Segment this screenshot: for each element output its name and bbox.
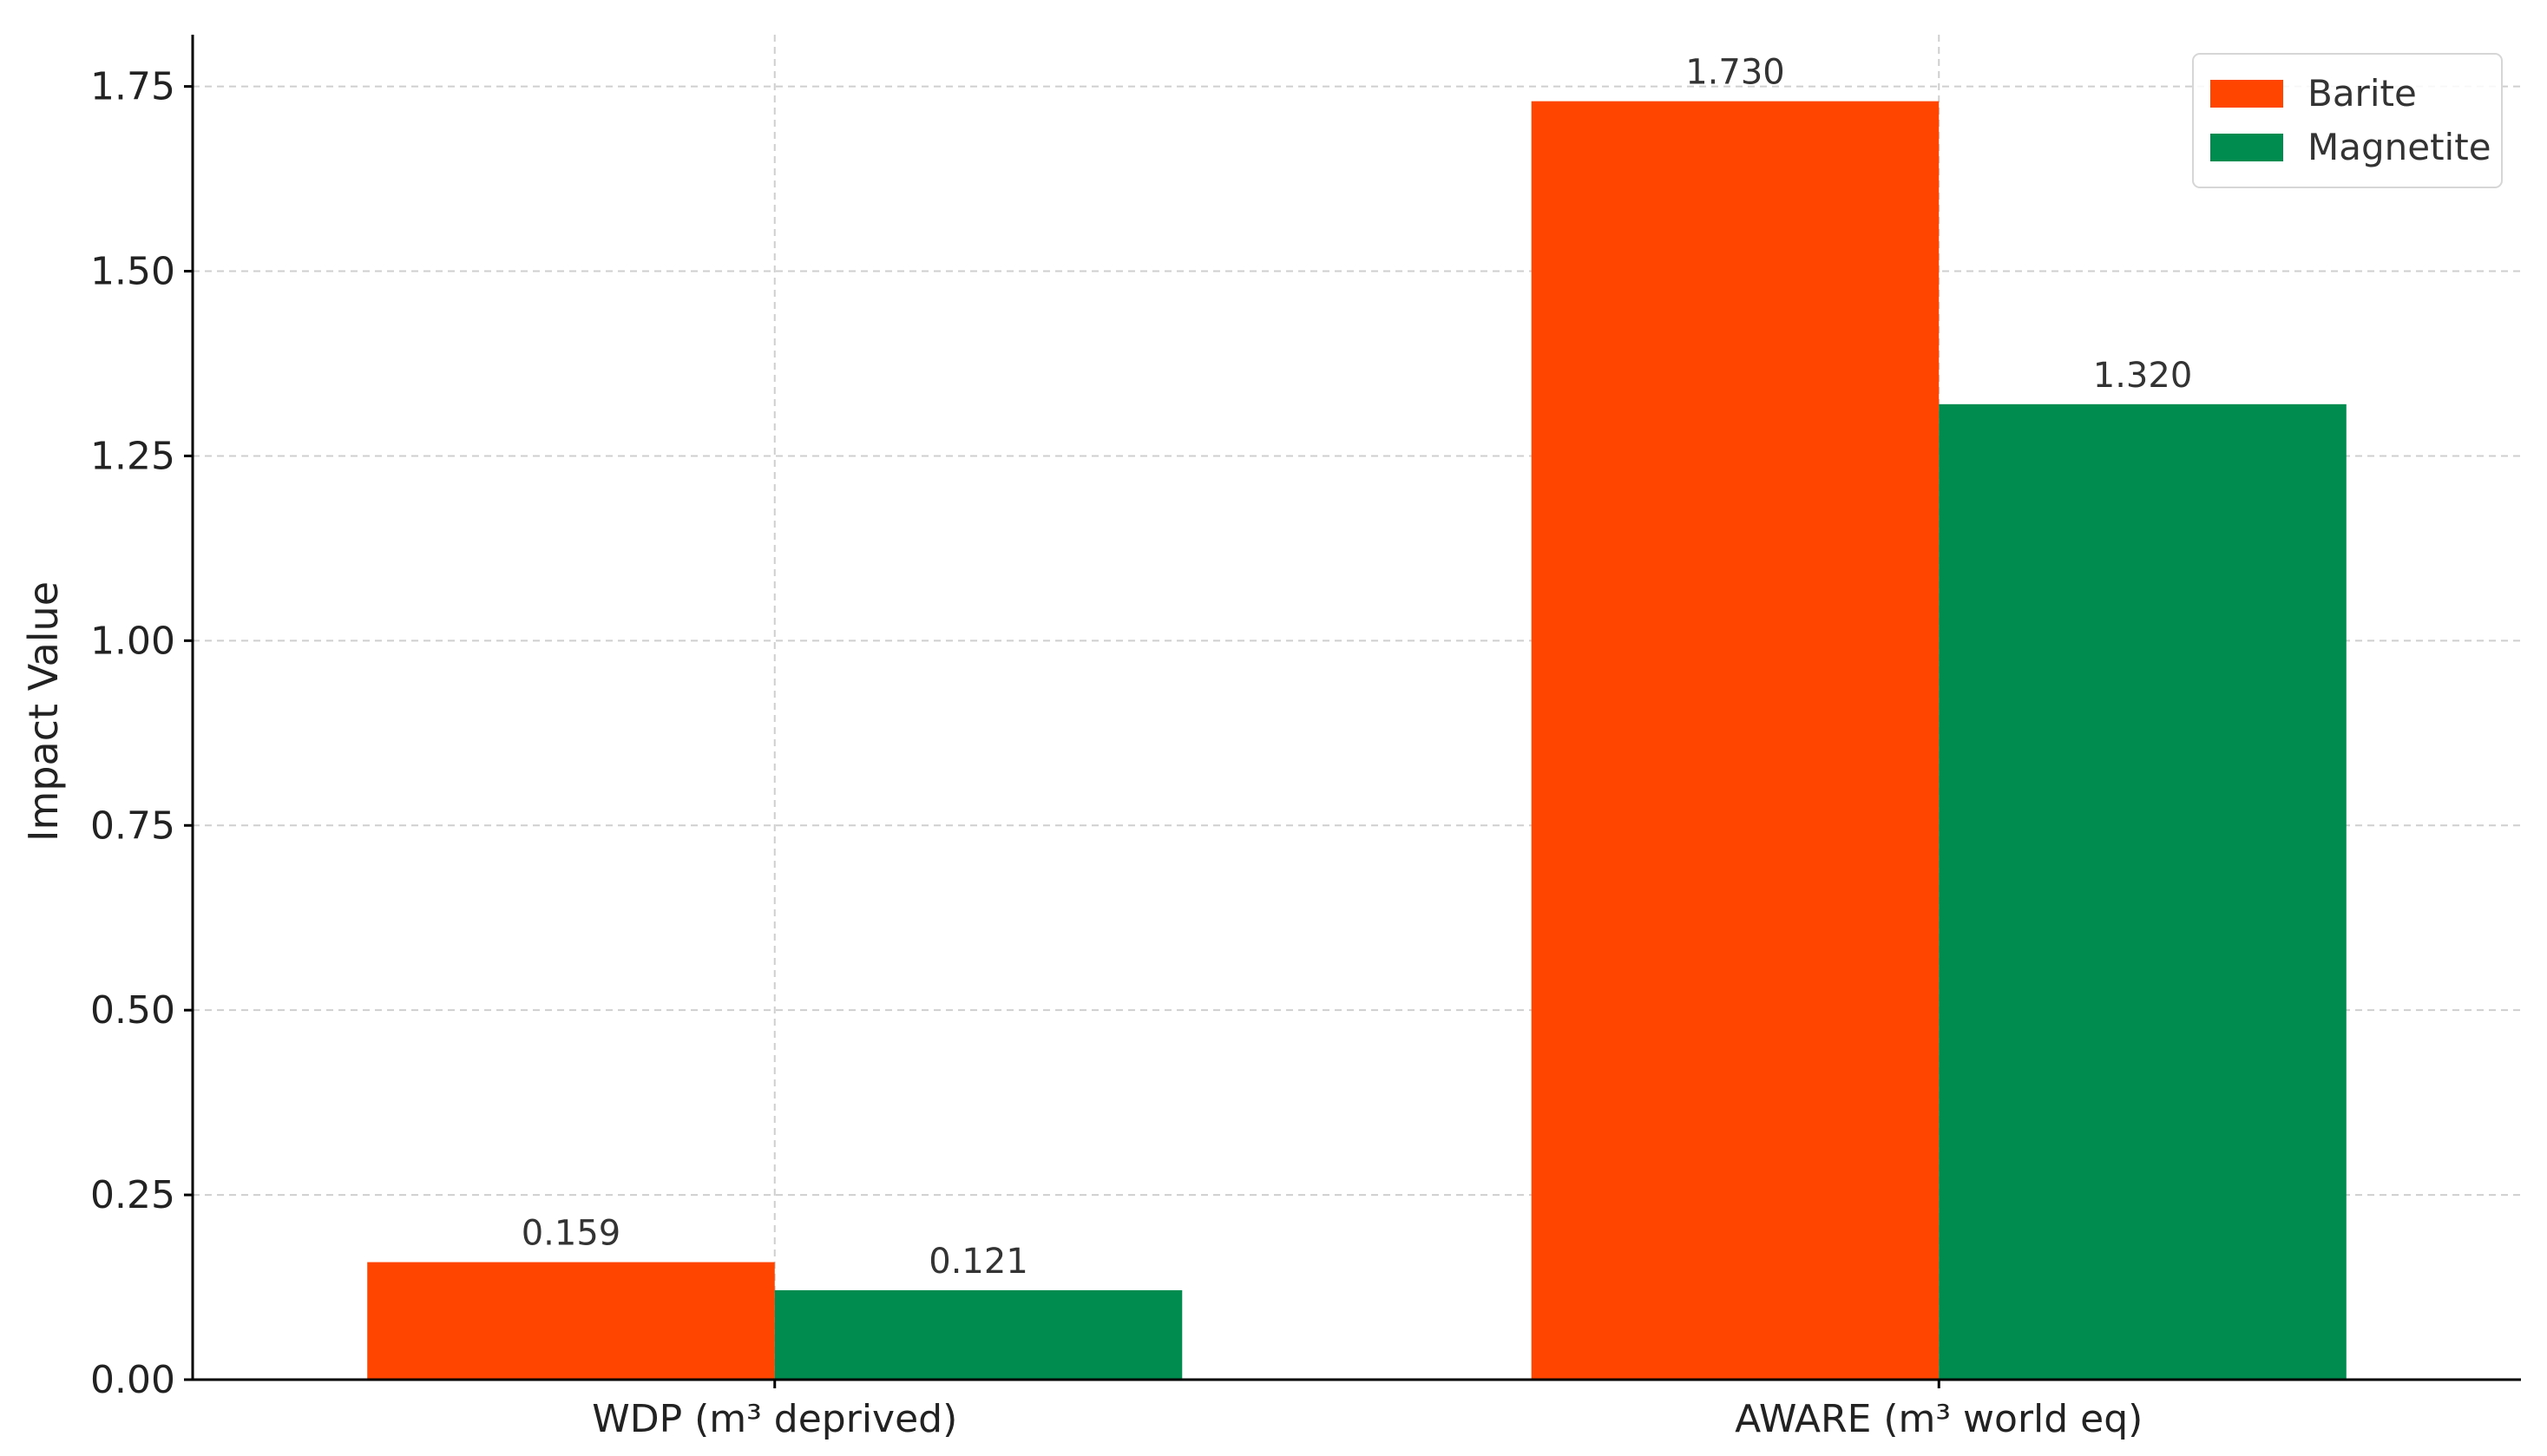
y-tick-label: 0.75 (90, 803, 175, 848)
legend-label-barite: Barite (2307, 72, 2417, 115)
y-tick-label: 0.00 (90, 1358, 175, 1402)
bar-magnetite (774, 1289, 1183, 1380)
axes: 0.00 0.25 0.50 0.75 1.00 1.25 1.50 1.75 WDP (m³ … (90, 35, 2521, 1441)
y-axis-title: Impact Value (20, 581, 67, 842)
bar-value-label: 0.121 (929, 1242, 1028, 1282)
legend-label-magnetite: Magnetite (2307, 126, 2491, 168)
y-tick-label: 1.75 (90, 65, 175, 109)
bar-barite (1531, 101, 1940, 1381)
legend-swatch-magnetite (2210, 134, 2283, 161)
bar-barite (367, 1262, 775, 1380)
y-tick-label: 1.50 (90, 250, 175, 294)
y-tick-label: 1.00 (90, 619, 175, 663)
data-labels: 0.159 1.730 0.121 1.320 (522, 53, 2193, 1282)
bar-magnetite (1939, 403, 2347, 1380)
y-tick-label: 1.25 (90, 434, 175, 478)
bar-value-label: 1.320 (2093, 356, 2193, 396)
legend-swatch-barite (2210, 80, 2283, 108)
bar-value-label: 0.159 (522, 1214, 621, 1254)
x-tick-label: WDP (m³ deprived) (592, 1397, 957, 1441)
y-tick-label: 0.25 (90, 1173, 175, 1217)
x-tick-label: AWARE (m³ world eq) (1735, 1397, 2143, 1441)
y-tick-label: 0.50 (90, 988, 175, 1033)
bar-value-label: 1.730 (1685, 53, 1785, 93)
bars (367, 101, 2347, 1381)
legend: Barite Magnetite (2192, 53, 2503, 188)
